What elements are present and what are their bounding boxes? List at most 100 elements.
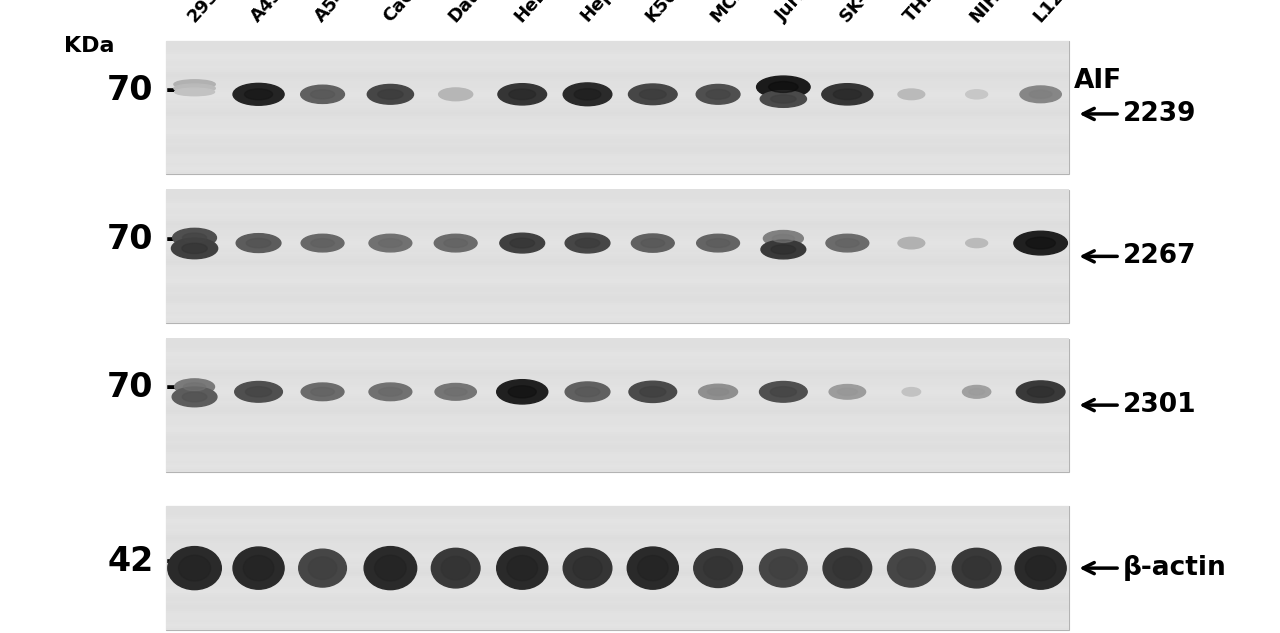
Ellipse shape: [246, 239, 271, 248]
Bar: [166, 304, 1069, 308]
Bar: [166, 118, 1069, 121]
Ellipse shape: [826, 234, 869, 252]
Text: 70: 70: [108, 372, 154, 404]
Ellipse shape: [759, 549, 808, 587]
Bar: [166, 382, 1069, 385]
Bar: [166, 358, 1069, 361]
Ellipse shape: [699, 384, 737, 399]
Bar: [166, 600, 1069, 603]
Ellipse shape: [1027, 237, 1055, 249]
Bar: [166, 389, 1069, 392]
Ellipse shape: [704, 556, 732, 580]
Bar: [166, 433, 1069, 436]
Bar: [166, 76, 1069, 78]
Bar: [166, 592, 1069, 595]
Ellipse shape: [575, 89, 600, 100]
Ellipse shape: [772, 234, 795, 242]
Ellipse shape: [836, 239, 859, 248]
Bar: [166, 160, 1069, 163]
Ellipse shape: [298, 549, 347, 587]
Bar: [166, 258, 1069, 261]
Text: THP-1: THP-1: [901, 0, 954, 25]
Bar: [166, 96, 1069, 99]
Ellipse shape: [696, 234, 740, 252]
Bar: [166, 444, 1069, 447]
Ellipse shape: [367, 84, 413, 104]
Ellipse shape: [627, 547, 678, 589]
Bar: [166, 551, 1069, 554]
Ellipse shape: [771, 387, 796, 397]
Text: 2239: 2239: [1123, 101, 1196, 127]
Ellipse shape: [902, 387, 920, 396]
Ellipse shape: [364, 546, 417, 590]
Ellipse shape: [174, 80, 215, 89]
Bar: [166, 265, 1069, 267]
Bar: [166, 588, 1069, 591]
Ellipse shape: [301, 234, 344, 252]
Bar: [166, 627, 1069, 630]
Ellipse shape: [837, 388, 858, 396]
Bar: [166, 560, 1069, 562]
Ellipse shape: [435, 384, 476, 400]
Bar: [166, 307, 1069, 310]
Ellipse shape: [311, 239, 334, 248]
Bar: [166, 617, 1069, 620]
Bar: [166, 65, 1069, 68]
Bar: [166, 611, 1069, 613]
Ellipse shape: [434, 234, 477, 252]
Bar: [166, 384, 1069, 387]
Bar: [166, 413, 1069, 417]
Bar: [166, 165, 1069, 167]
Bar: [166, 278, 1069, 281]
Bar: [166, 298, 1069, 301]
Bar: [166, 424, 1069, 427]
Bar: [166, 534, 1069, 537]
Bar: [166, 609, 1069, 611]
Bar: [166, 338, 1069, 341]
Bar: [166, 462, 1069, 465]
Ellipse shape: [439, 88, 472, 101]
Ellipse shape: [969, 389, 984, 395]
Bar: [166, 251, 1069, 254]
Bar: [166, 141, 1069, 143]
Ellipse shape: [1025, 556, 1056, 580]
Ellipse shape: [708, 388, 728, 396]
Bar: [166, 245, 1069, 248]
Ellipse shape: [575, 238, 600, 248]
Bar: [166, 573, 1069, 576]
Ellipse shape: [174, 379, 215, 395]
Bar: [166, 356, 1069, 358]
Ellipse shape: [244, 89, 273, 100]
Ellipse shape: [771, 245, 796, 254]
Bar: [166, 149, 1069, 152]
Ellipse shape: [1014, 231, 1068, 255]
Bar: [166, 510, 1069, 513]
Ellipse shape: [1029, 90, 1052, 99]
Bar: [166, 404, 1069, 408]
Bar: [166, 54, 1069, 56]
Ellipse shape: [174, 84, 215, 92]
Ellipse shape: [311, 90, 334, 99]
Bar: [166, 132, 1069, 134]
Ellipse shape: [182, 392, 207, 402]
Bar: [166, 409, 1069, 411]
Bar: [166, 570, 1069, 572]
Bar: [166, 541, 1069, 543]
Bar: [166, 527, 1069, 529]
Bar: [166, 347, 1069, 349]
Ellipse shape: [963, 556, 991, 580]
Bar: [166, 351, 1069, 354]
Bar: [166, 218, 1069, 221]
Bar: [166, 144, 1069, 147]
Bar: [166, 47, 1069, 50]
Bar: [166, 353, 1069, 356]
Ellipse shape: [237, 234, 280, 253]
Ellipse shape: [1015, 547, 1066, 589]
Bar: [166, 625, 1069, 628]
Bar: [166, 362, 1069, 365]
Bar: [166, 514, 1069, 517]
Ellipse shape: [444, 387, 467, 396]
Bar: [166, 72, 1069, 74]
Ellipse shape: [500, 233, 544, 253]
Ellipse shape: [640, 89, 666, 99]
